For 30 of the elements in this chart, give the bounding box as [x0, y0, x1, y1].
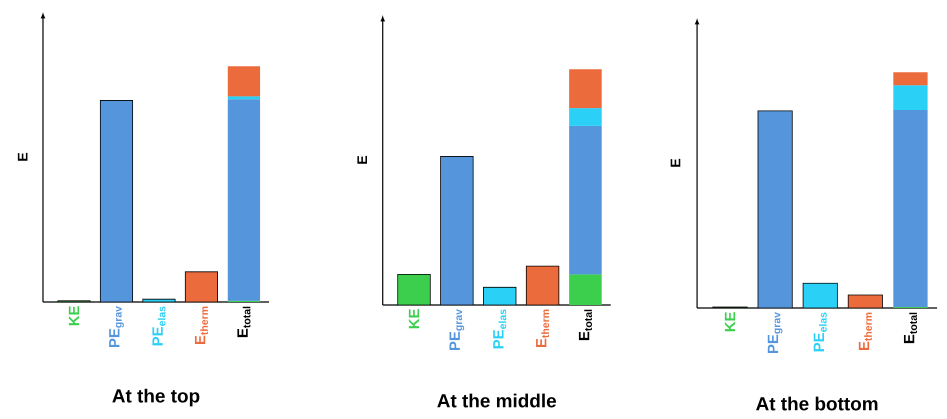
x-tick-label: E$_{total}$: [237, 306, 250, 338]
y-axis-title: E: [18, 152, 28, 161]
bar: [228, 66, 260, 96]
bar: [569, 126, 602, 274]
x-tick-label: PE$_{elas}$: [814, 312, 827, 352]
x-tick-label: PE$_{elas}$: [493, 309, 506, 348]
x-tick-label: PE$_{grav}$: [450, 309, 464, 350]
bar: [893, 110, 928, 308]
x-tick-label: PE$_{elas}$: [152, 306, 166, 346]
bar: [228, 99, 260, 301]
x-tick-label: E$_{total}$: [578, 310, 592, 340]
text: At the bottom: [756, 396, 878, 410]
bar: [893, 72, 928, 86]
x-tick-label: KE: [724, 312, 736, 332]
bar: [893, 85, 928, 110]
text: At the top: [112, 388, 200, 406]
x-tick-label: E$_{therm}$: [536, 310, 550, 348]
x-tick-label: PE$_{grav}$: [109, 306, 124, 348]
x-tick-label: KE: [68, 306, 80, 326]
x-tick-label: E$_{therm}$: [194, 306, 208, 344]
x-tick-label: PE$_{grav}$: [768, 312, 782, 354]
bar: [569, 274, 602, 305]
text: At the middle: [437, 394, 556, 408]
y-axis-title: E: [357, 156, 367, 164]
x-tick-label: KE: [408, 309, 420, 328]
y-axis-title: E: [670, 158, 680, 167]
x-tick-label: E$_{therm}$: [858, 312, 872, 350]
x-tick-label: E$_{total}$: [904, 312, 917, 344]
bar: [569, 69, 602, 108]
bar: [569, 108, 602, 126]
